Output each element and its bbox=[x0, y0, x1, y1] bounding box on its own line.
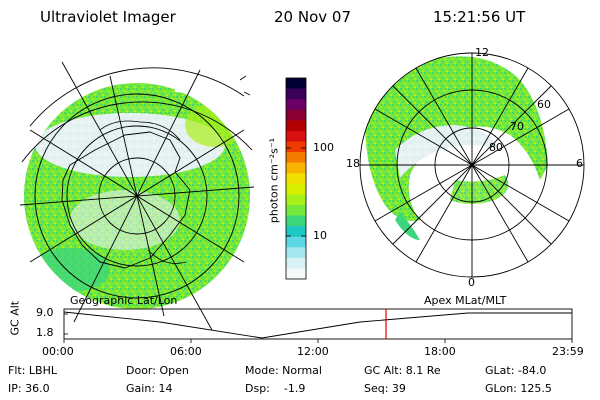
gc-alt-info: GC Alt: 8.1 Re bbox=[364, 364, 441, 377]
time-tick-0600: 06:00 bbox=[170, 345, 202, 358]
mlat-label-60: 60 bbox=[537, 98, 551, 111]
color-bar-step bbox=[286, 173, 306, 185]
altitude-ytick-9: 9.0 bbox=[36, 306, 54, 319]
time-tick-1800: 18:00 bbox=[424, 345, 456, 358]
color-bar-step bbox=[286, 236, 306, 248]
altitude-ytick-1-8: 1.8 bbox=[36, 326, 54, 339]
color-bar-step bbox=[286, 247, 306, 259]
color-bar bbox=[286, 78, 306, 280]
mlt-label-12: 12 bbox=[475, 46, 489, 59]
mlt-label-18: 18 bbox=[346, 157, 360, 170]
color-bar-step bbox=[286, 268, 306, 280]
time-tick-1200: 12:00 bbox=[297, 345, 329, 358]
right-mlat-mlt-grid bbox=[359, 52, 585, 278]
mode-info: Mode: Normal bbox=[245, 364, 322, 377]
glon-info: GLon: 125.5 bbox=[485, 382, 552, 395]
instrument-title: Ultraviolet Imager bbox=[40, 8, 176, 26]
altitude-plot-frame bbox=[63, 308, 573, 340]
color-bar-step bbox=[286, 194, 306, 206]
gain-info: Gain: 14 bbox=[126, 382, 173, 395]
color-bar-step bbox=[286, 120, 306, 132]
apex-panel-label: Apex MLat/MLT bbox=[424, 294, 507, 307]
door-info: Door: Open bbox=[126, 364, 189, 377]
color-bar-step bbox=[286, 78, 306, 90]
color-bar-step bbox=[286, 152, 306, 164]
left-lat-lon-grid bbox=[19, 61, 255, 331]
colorbar-tick-100: 100 bbox=[313, 141, 334, 154]
color-bar-step bbox=[286, 183, 306, 195]
time-tick-2359: 23:59 bbox=[552, 345, 584, 358]
time-label: 15:21:56 UT bbox=[433, 8, 526, 26]
dsp-info: Dsp: -1.9 bbox=[245, 382, 306, 395]
color-bar-frame bbox=[285, 77, 307, 280]
mlat-label-70: 70 bbox=[510, 120, 524, 133]
color-bar-step bbox=[286, 215, 306, 227]
filter-info: Flt: LBHL bbox=[8, 364, 57, 377]
ip-info: IP: 36.0 bbox=[8, 382, 50, 395]
date-label: 20 Nov 07 bbox=[274, 8, 351, 26]
glat-info: GLat: -84.0 bbox=[485, 364, 547, 377]
color-bar-step bbox=[286, 162, 306, 174]
color-bar-step bbox=[286, 204, 306, 217]
seq-info: Seq: 39 bbox=[364, 382, 406, 395]
mlat-label-80: 80 bbox=[489, 141, 503, 154]
mlt-label-0: 0 bbox=[468, 276, 475, 289]
mlt-label-6: 6 bbox=[576, 157, 583, 170]
time-tick-0000: 00:00 bbox=[42, 345, 74, 358]
color-bar-step bbox=[286, 88, 306, 100]
altitude-trace bbox=[63, 311, 572, 339]
color-bar-step bbox=[286, 226, 306, 238]
color-bar-step bbox=[286, 141, 306, 153]
colorbar-tick-10: 10 bbox=[313, 229, 327, 242]
color-bar-step bbox=[286, 257, 306, 270]
altitude-axis-title: GC Alt bbox=[8, 300, 22, 336]
geographic-panel-label: Geographic Lat/Lon bbox=[70, 294, 178, 307]
color-bar-step bbox=[286, 130, 306, 143]
color-bar-step bbox=[286, 109, 306, 121]
color-bar-step bbox=[286, 99, 306, 111]
continent-outline bbox=[61, 131, 191, 269]
